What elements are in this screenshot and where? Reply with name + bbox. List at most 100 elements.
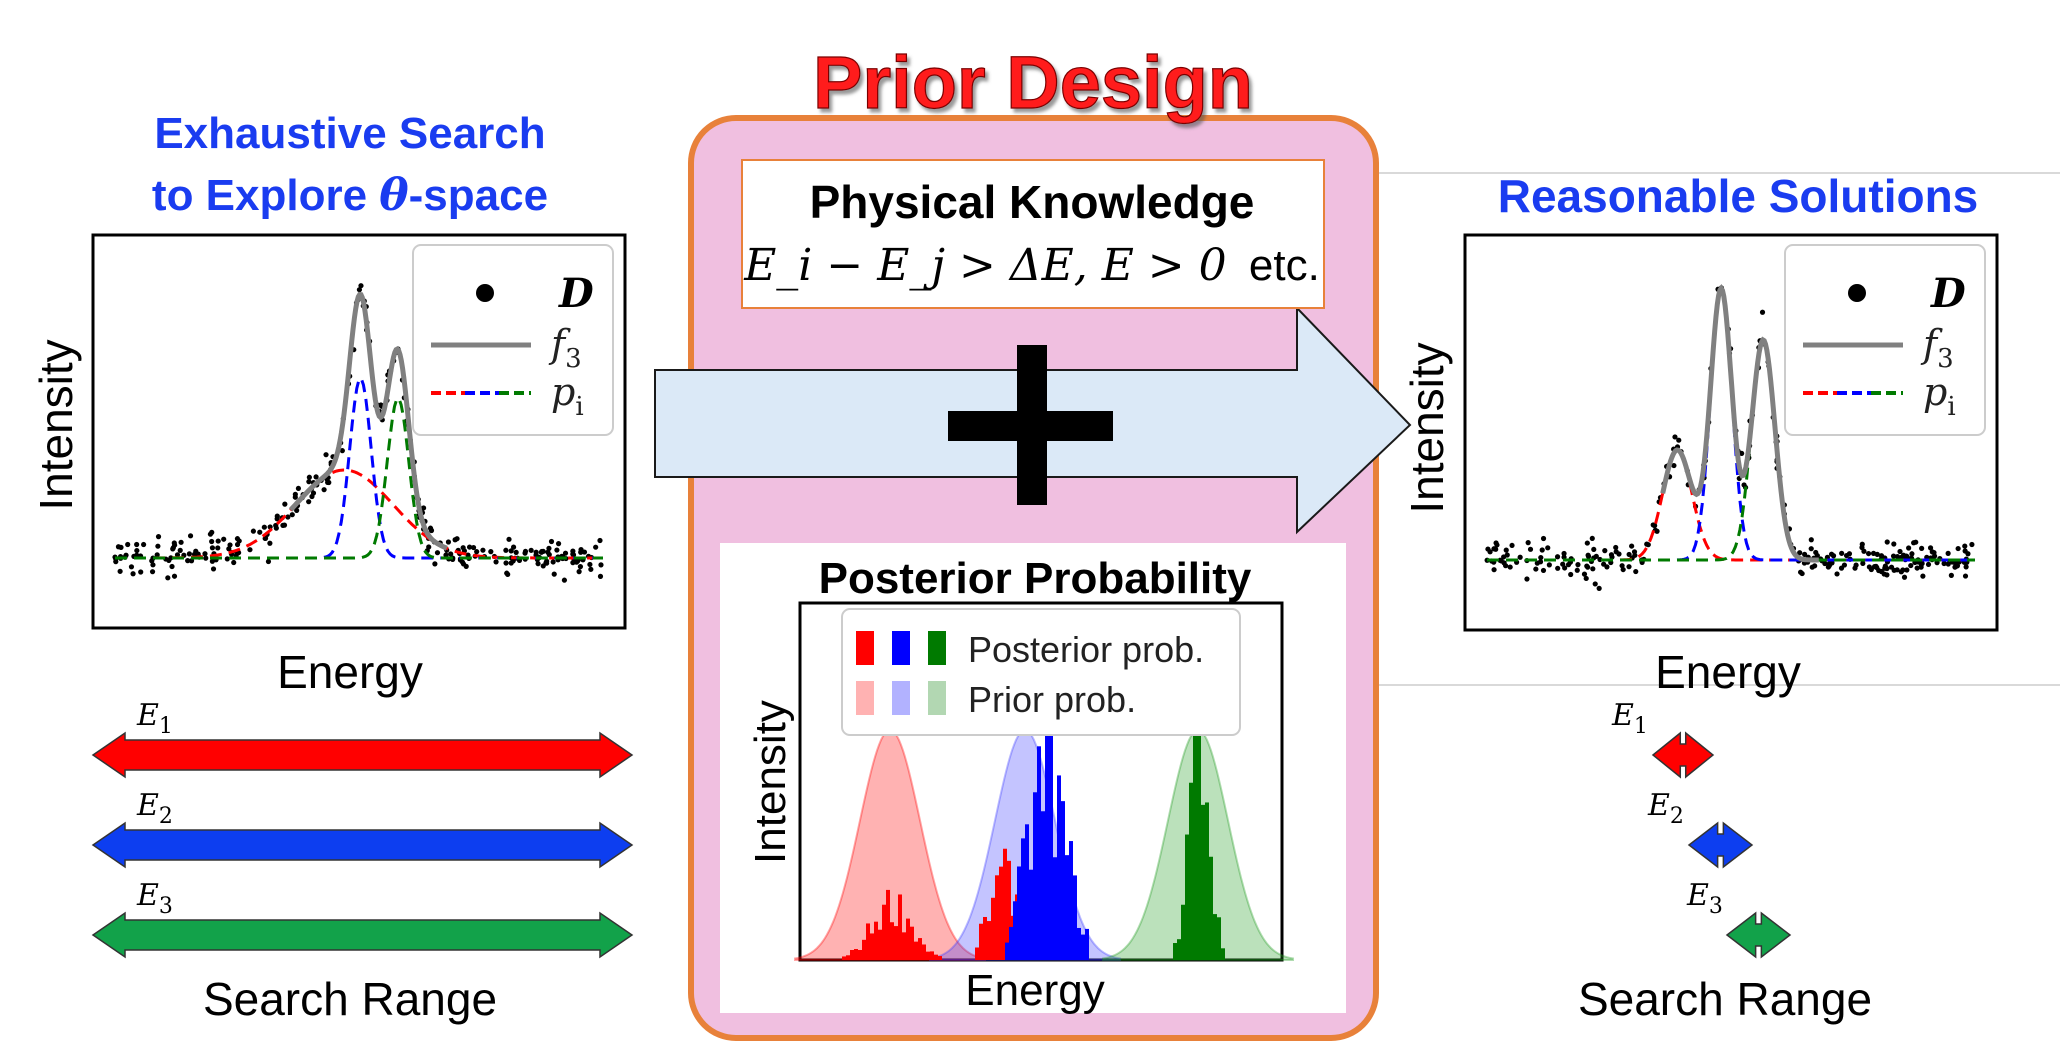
data-point (154, 552, 160, 558)
posterior-bar-red (918, 938, 922, 960)
data-point (1626, 564, 1632, 570)
left-range-arrow-2 (91, 821, 634, 869)
left-range-label-3: E3 (136, 878, 173, 919)
data-point (187, 533, 194, 539)
data-point (1906, 545, 1912, 551)
left-range-label-1: E1 (136, 698, 173, 739)
data-point (1503, 547, 1509, 553)
posterior-bar-blue (1041, 811, 1045, 960)
data-point (202, 551, 208, 557)
total-fit-line (288, 291, 448, 551)
data-point (508, 548, 514, 554)
posterior-x-label: Energy (965, 966, 1104, 1015)
posterior-bar-green (1221, 948, 1225, 960)
data-point (1583, 575, 1589, 582)
data-point (1533, 566, 1539, 572)
data-point (1931, 550, 1937, 556)
posterior-bar-red (862, 939, 866, 960)
posterior-bar-red (858, 949, 862, 960)
data-point (1962, 543, 1968, 549)
data-point (448, 551, 454, 557)
data-point (1619, 563, 1625, 569)
data-point (420, 505, 427, 511)
data-point (1799, 570, 1805, 577)
right-range-label-1-sub: 1 (1634, 714, 1648, 739)
data-point (150, 562, 156, 568)
prior-legend-label: Prior prob. (968, 679, 1136, 720)
data-point (1616, 551, 1622, 557)
theta-symbol: θ (379, 170, 409, 221)
data-point (503, 547, 509, 553)
data-point (1525, 540, 1531, 546)
posterior-bar-blue (1029, 869, 1033, 960)
data-point (1839, 550, 1845, 556)
data-point (546, 545, 552, 551)
data-point (510, 544, 517, 550)
posterior-title: Posterior Probability (819, 554, 1252, 603)
data-point (522, 548, 529, 555)
data-point (1602, 548, 1608, 554)
data-point (528, 547, 534, 553)
data-point (1919, 545, 1925, 551)
data-point (1509, 542, 1515, 549)
data-point (117, 568, 123, 574)
data-point (581, 549, 588, 555)
posterior-bar-blue (1013, 901, 1017, 960)
data-point (321, 487, 327, 493)
posterior-bar-red (995, 875, 999, 960)
data-point (1609, 554, 1615, 560)
data-point (1575, 562, 1581, 568)
data-point (533, 552, 539, 558)
data-point (1538, 554, 1544, 561)
data-point (1596, 585, 1602, 591)
data-point (193, 548, 199, 554)
physical-knowledge-box (741, 159, 1325, 309)
data-point (1860, 560, 1866, 567)
data-point (1884, 572, 1890, 578)
legend-box (412, 244, 614, 436)
data-point (1909, 551, 1915, 557)
data-point (306, 474, 312, 480)
data-point (1904, 567, 1910, 573)
data-point (227, 542, 233, 548)
posterior-bar-red (846, 955, 850, 960)
right-x-label: Energy (1655, 646, 1801, 698)
data-point (358, 283, 364, 289)
data-point (203, 555, 209, 561)
data-point (1814, 552, 1820, 559)
prior-legend-swatch (856, 681, 874, 715)
data-point (480, 547, 486, 553)
left-x-label: Energy (277, 646, 423, 698)
data-point (1546, 562, 1552, 568)
data-point (576, 569, 582, 575)
data-point (1962, 548, 1968, 554)
formula-expression: E_i − E_j > ΔE, E > 0 (743, 240, 1226, 291)
data-point (273, 525, 279, 531)
data-point (554, 547, 560, 553)
data-point (285, 514, 291, 520)
data-point (1797, 550, 1803, 556)
posterior-bar-green (1189, 782, 1193, 960)
data-point (466, 544, 473, 550)
left-heading-pre: to Explore (152, 171, 379, 220)
left-range-arrows: E1 E2 E3 (91, 698, 634, 959)
data-point (1874, 551, 1880, 557)
left-range-label-2: E2 (136, 788, 173, 829)
data-point (1629, 543, 1635, 549)
data-point (1589, 535, 1595, 542)
data-point (215, 538, 221, 544)
data-point (1759, 309, 1766, 315)
data-point (339, 448, 345, 454)
posterior-bar-red (979, 923, 983, 960)
data-point (209, 538, 215, 545)
posterior-bar-blue (1049, 725, 1053, 960)
data-point (550, 559, 556, 565)
data-point (295, 485, 302, 492)
data-point (1828, 551, 1835, 557)
data-point (1644, 541, 1650, 547)
data-point (443, 552, 449, 558)
data-point (1493, 546, 1499, 552)
posterior-bar-red (987, 921, 991, 960)
posterior-bar-blue (1053, 857, 1057, 960)
data-point (1822, 560, 1828, 567)
